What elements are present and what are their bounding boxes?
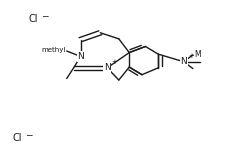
Text: M: M: [194, 50, 201, 59]
Text: N: N: [180, 57, 187, 66]
Text: −: −: [25, 130, 33, 140]
Text: Cl: Cl: [12, 133, 22, 143]
Text: +: +: [111, 59, 117, 65]
Text: N: N: [77, 52, 84, 61]
Text: N: N: [104, 63, 111, 72]
Text: −: −: [41, 11, 49, 20]
Text: +: +: [188, 53, 194, 59]
Text: methyl: methyl: [41, 47, 65, 53]
Text: Cl: Cl: [28, 14, 38, 24]
